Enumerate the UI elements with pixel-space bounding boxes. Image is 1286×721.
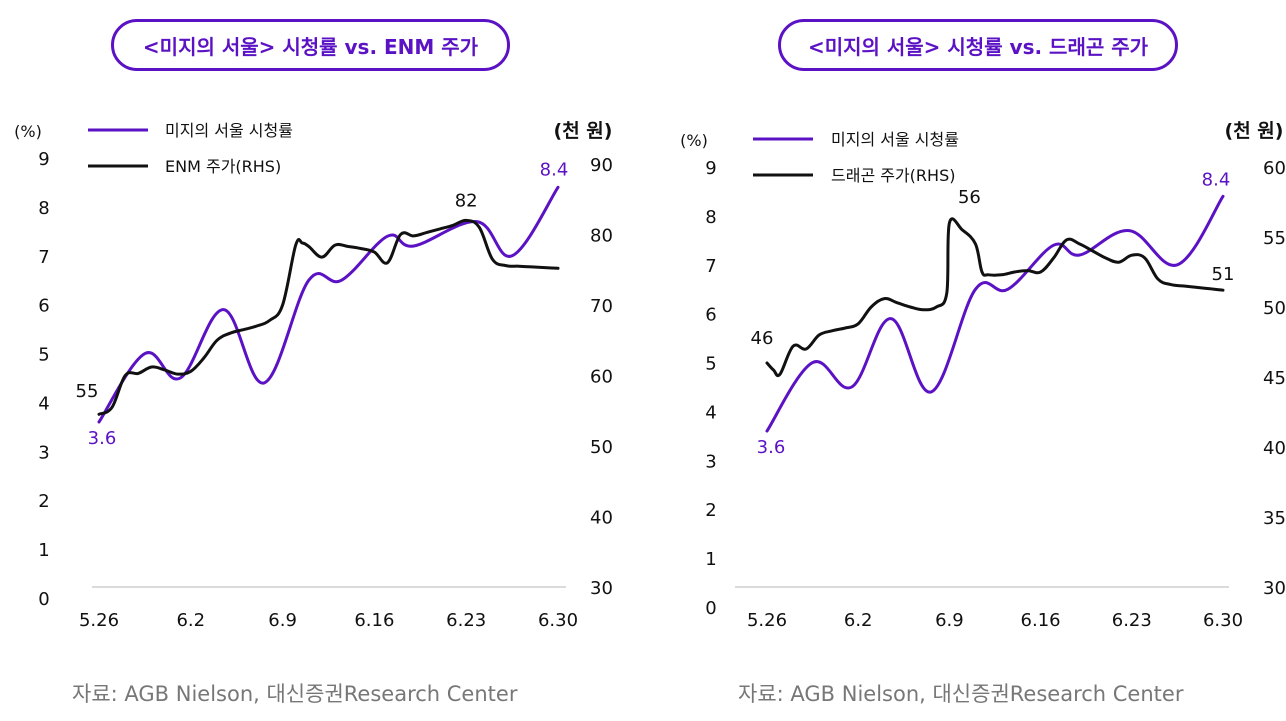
y2-tick-label: 30 [1263,578,1286,599]
y-tick-label: 7 [705,256,716,277]
y-axis-unit: (%) [680,131,708,150]
x-tick-label: 6.9 [268,610,297,631]
y-tick-label: 1 [38,540,49,561]
y-tick-label: 9 [38,149,49,170]
y-axis-unit: (%) [14,122,42,141]
y2-tick-label: 60 [1263,158,1286,179]
series-line-rating [765,194,1225,433]
y-tick-label: 2 [38,491,49,512]
y2-tick-label: 45 [1263,368,1286,389]
legend-label: 미지의 서울 시청률 [165,121,293,140]
y-tick-label: 6 [38,296,49,317]
data-label: 51 [1212,264,1235,285]
data-label: 82 [455,190,478,211]
y-tick-label: 5 [705,354,716,375]
y2-tick-label: 50 [1263,298,1286,319]
y-tick-label: 4 [705,402,716,423]
y2-tick-label: 70 [590,296,613,317]
data-label: 3.6 [757,437,786,458]
x-tick-label: 6.30 [538,610,578,631]
y-tick-label: 0 [38,589,49,610]
y-tick-label: 2 [705,500,716,521]
y2-tick-label: 50 [590,437,613,458]
y2-tick-label: 30 [590,578,613,599]
y-tick-label: 7 [38,247,49,268]
data-label: 55 [76,381,99,402]
x-tick-label: 6.23 [1112,610,1152,631]
chart-title: <미지의 서울> 시청률 vs. ENM 주가 [111,19,510,71]
y-tick-label: 0 [705,598,716,619]
y-tick-label: 4 [38,393,49,414]
chart-panel-dragon: <미지의 서울> 시청률 vs. 드래곤 주가 5.26 6.2 6.9 6.16 6.… [643,0,1286,721]
x-tick-label: 6.2 [176,610,205,631]
chart-title: <미지의 서울> 시청률 vs. 드래곤 주가 [778,19,1178,71]
x-tick-label: 6.16 [1021,610,1061,631]
y2-axis-unit: (천 원) [554,120,613,142]
y2-tick-label: 40 [1263,438,1286,459]
y2-tick-label: 60 [590,367,613,388]
data-label: 8.4 [1202,169,1231,190]
y2-tick-label: 55 [1263,228,1286,249]
x-tick-label: 5.26 [747,610,787,631]
chart-enm: 5.26 6.2 6.9 6.16 6.23 6.30 0 1 2 3 4 5 6 7 8 9 30 40 50 60… [14,120,613,631]
data-label: 8.4 [540,159,569,180]
y-tick-label: 9 [705,158,716,179]
x-tick-label: 6.9 [935,610,964,631]
source-note: 자료: AGB Nielson, 대신증권Research Center [738,682,1184,706]
x-tick-label: 6.30 [1203,610,1243,631]
y-tick-label: 6 [705,305,716,326]
legend-label: 드래곤 주가(RHS) [831,166,955,185]
data-label: 3.6 [88,428,117,449]
legend-label: ENM 주가(RHS) [165,157,281,176]
chart-dragon: 5.26 6.2 6.9 6.16 6.23 6.30012345678930354045… [680,120,1286,631]
series-line-rating [97,185,560,424]
y-tick-label: 3 [705,451,716,472]
y-tick-label: 5 [38,345,49,366]
x-tick-label: 6.2 [844,610,873,631]
y2-tick-label: 40 [590,508,613,529]
chart-panel-enm: <미지의 서울> 시청률 vs. ENM 주가 5.26 6.2 6.9 6.16 6.… [14,19,613,706]
x-tick-label: 6.16 [354,610,394,631]
x-tick-label: 6.23 [446,610,486,631]
y2-tick-label: 35 [1263,508,1286,529]
y-tick-label: 1 [705,549,716,570]
series-line-stock-price [97,218,560,416]
data-label: 56 [958,187,981,208]
source-note: 자료: AGB Nielson, 대신증권Research Center [72,682,518,706]
series-line-stock-price [765,217,1225,378]
legend-label: 미지의 서울 시청률 [831,130,959,149]
y2-tick-label: 80 [590,226,613,247]
y2-axis-unit: (천 원) [1225,120,1284,142]
y-tick-label: 8 [705,207,716,228]
y-tick-label: 3 [38,442,49,463]
data-label: 46 [751,328,774,349]
x-tick-label: 5.26 [79,610,119,631]
y2-tick-label: 90 [590,155,613,176]
y-tick-label: 8 [38,198,49,219]
